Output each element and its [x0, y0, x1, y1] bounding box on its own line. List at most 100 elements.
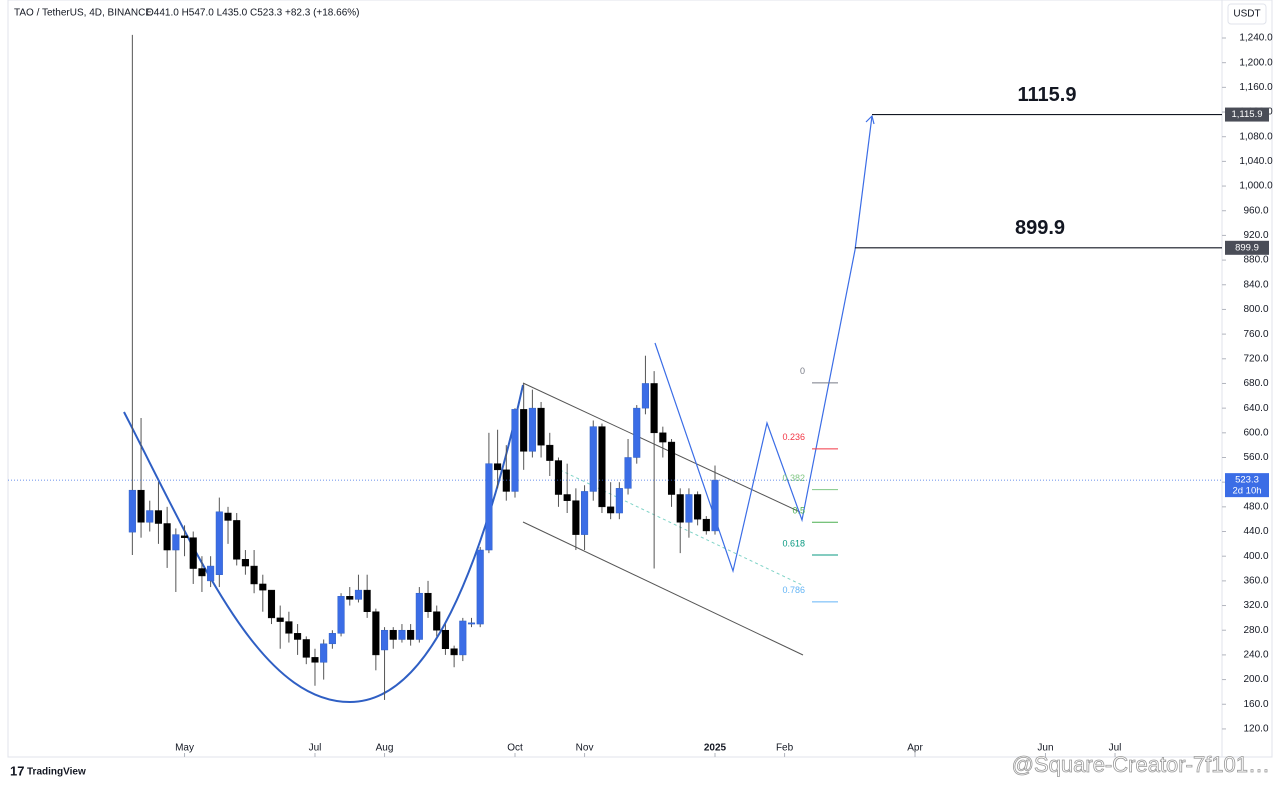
fib-label: 0.786 — [782, 585, 805, 595]
y-tick-label: 360.0 — [1243, 576, 1268, 587]
candle-body — [441, 629, 449, 649]
candle-body — [137, 489, 145, 523]
x-tick-label: May — [175, 743, 194, 754]
last-price-badge — [1225, 473, 1269, 498]
y-tick-label: 400.0 — [1243, 551, 1268, 562]
projection-path — [654, 115, 873, 574]
candle-body — [302, 639, 310, 658]
candle-body — [215, 511, 223, 575]
y-tick-label: 1,040.0 — [1239, 156, 1273, 167]
x-tick-label: Jul — [309, 743, 322, 754]
candle-body — [407, 629, 415, 640]
fib-label: 0.382 — [782, 473, 805, 483]
candle-body — [589, 426, 597, 492]
candle-body — [520, 409, 528, 452]
candle-body — [459, 620, 467, 656]
candle-body — [320, 643, 328, 663]
fib-label: 0.618 — [782, 538, 805, 548]
y-tick-label: 240.0 — [1243, 650, 1268, 661]
x-tick-label: Feb — [776, 743, 794, 754]
y-tick-label: 1,080.0 — [1239, 131, 1273, 142]
candle-body — [172, 534, 180, 551]
candle-body — [389, 629, 397, 640]
candle-body — [233, 520, 241, 560]
y-tick-label: 760.0 — [1243, 329, 1268, 340]
candle-body — [598, 426, 606, 508]
target-label: 1115.9 — [1018, 84, 1077, 106]
symbol-title: TAO / TetherUS, 4D, BINANCE — [14, 8, 152, 19]
candle-body — [424, 592, 432, 612]
fib-label: 0 — [800, 366, 805, 376]
candle-body — [563, 494, 571, 501]
y-tick-label: 920.0 — [1243, 230, 1268, 241]
channel-upper — [522, 382, 801, 513]
y-tick-label: 1,160.0 — [1239, 82, 1273, 93]
candle-body — [528, 407, 536, 452]
target-label: 899.9 — [1015, 217, 1065, 239]
candle-body — [546, 444, 554, 461]
candle-body — [372, 611, 380, 656]
y-tick-label: 440.0 — [1243, 526, 1268, 537]
candle-body — [537, 407, 545, 446]
candle-body — [154, 510, 162, 524]
candle-body — [163, 523, 171, 551]
candle-body — [285, 621, 293, 634]
y-tick-label: 600.0 — [1243, 427, 1268, 438]
candle-body — [615, 488, 623, 514]
y-tick-label: 560.0 — [1243, 452, 1268, 463]
candle-body — [354, 589, 363, 600]
candle-body — [346, 596, 354, 600]
y-tick-label: 960.0 — [1243, 205, 1268, 216]
candle-body — [511, 409, 519, 492]
x-tick-label: Apr — [907, 743, 923, 754]
y-tick-label: 720.0 — [1243, 353, 1268, 364]
candle-body — [476, 549, 484, 625]
target-axis-label: 1,115.9 — [1232, 109, 1263, 120]
candle-body — [467, 622, 476, 625]
candle-body — [337, 596, 345, 634]
fib-label: 0.236 — [782, 432, 805, 442]
candle-body — [554, 460, 563, 495]
y-tick-label: 640.0 — [1243, 403, 1268, 414]
candle-body — [198, 568, 206, 577]
candle-body — [328, 633, 336, 645]
x-tick-label: Nov — [576, 743, 594, 754]
candle-body — [572, 500, 580, 535]
watermark: @Square-Creator-7f101… — [1012, 752, 1270, 777]
candle-body — [633, 407, 641, 458]
candle-body — [433, 611, 441, 631]
candle-body — [250, 565, 258, 585]
candle-body — [241, 559, 249, 567]
candle-body — [711, 479, 719, 532]
candle-body — [659, 432, 667, 443]
y-tick-label: 800.0 — [1243, 304, 1268, 315]
candle-body — [294, 633, 302, 640]
ohlc-legend: O441.0 H547.0 L435.0 C523.3 +82.3 (+18.6… — [146, 8, 360, 19]
y-tick-label: 320.0 — [1243, 600, 1268, 611]
candle-body — [189, 537, 197, 569]
candle-body — [259, 583, 267, 591]
y-tick-label: 1,240.0 — [1239, 33, 1273, 44]
last-price-label: 523.3 — [1235, 475, 1259, 486]
candle-body — [398, 629, 406, 640]
projection-arrow — [865, 114, 875, 125]
currency-label[interactable]: USDT — [1233, 9, 1260, 20]
candle-body — [702, 518, 710, 532]
candle-body — [676, 494, 684, 523]
currency-button[interactable] — [1227, 3, 1267, 25]
y-tick-label: 120.0 — [1243, 724, 1268, 735]
y-tick-label: 680.0 — [1243, 378, 1268, 389]
candle-body — [207, 565, 215, 582]
candle-body — [380, 629, 389, 651]
candle-body — [276, 617, 284, 622]
candle-body — [363, 589, 371, 612]
candle-body — [128, 489, 136, 533]
candle-body — [494, 463, 502, 471]
candle-body — [624, 457, 632, 489]
y-tick-label: 1,000.0 — [1239, 181, 1273, 192]
target-axis-label: 899.9 — [1235, 242, 1259, 253]
frame — [7, 0, 1273, 758]
candle-body — [581, 491, 589, 535]
fib-label: 0.5 — [792, 506, 805, 516]
